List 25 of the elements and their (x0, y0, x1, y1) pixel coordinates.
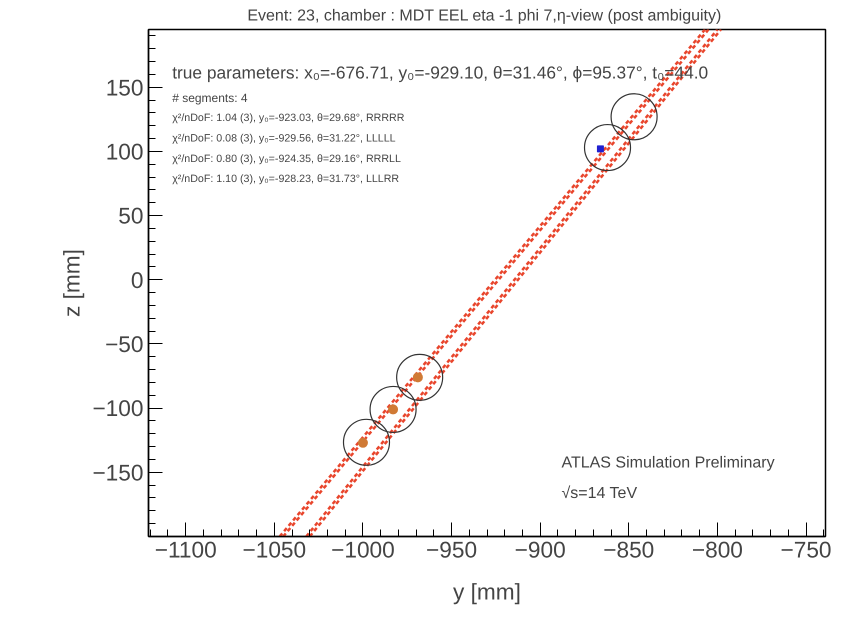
y-tick-label: 100 (106, 138, 144, 164)
annotation: √s=14 TeV (561, 484, 638, 502)
annotation: χ²/nDoF: 1.04 (3), y₀=-923.03, θ=29.68°, RRRRR (172, 112, 405, 124)
x-tick-label: −950 (426, 536, 478, 562)
annotation: χ²/nDoF: 1.10 (3), y₀=-928.23, θ=31.73°, LLLRR (172, 173, 400, 186)
annotation: ATLAS Simulation Preliminary (561, 454, 775, 472)
chart-title: Event: 23, chamber : MDT EEL eta -1 phi 7,η-view (post ambiguity) (247, 8, 722, 24)
x-tick-label: −1100 (154, 536, 217, 562)
y-tick-label: −150 (92, 459, 144, 486)
y-tick-label: −50 (105, 330, 144, 357)
y-tick-label: 150 (106, 74, 144, 100)
x-tick-label: −800 (692, 536, 743, 562)
x-tick-label: −1050 (242, 536, 306, 562)
y-tick-label: 0 (130, 266, 144, 293)
x-tick-label: −750 (780, 536, 832, 562)
annotation: χ²/nDoF: 0.80 (3), y₀=-924.35, θ=29.16°, RRRLL (172, 152, 401, 165)
x-tick-label: −850 (603, 536, 654, 562)
y-axis-title: z [mm] (58, 249, 84, 317)
y-tick-label: −100 (92, 395, 144, 422)
x-tick-label: −900 (514, 536, 566, 562)
x-axis-title: y [mm] (453, 578, 521, 604)
annotation: χ²/nDoF: 0.08 (3), y₀=-929.56, θ=31.22°, LLLLL (172, 132, 396, 145)
y-tick-label: 50 (118, 202, 144, 229)
annotation: # segments: 4 (172, 90, 248, 105)
x-tick-label: −1000 (331, 536, 395, 562)
